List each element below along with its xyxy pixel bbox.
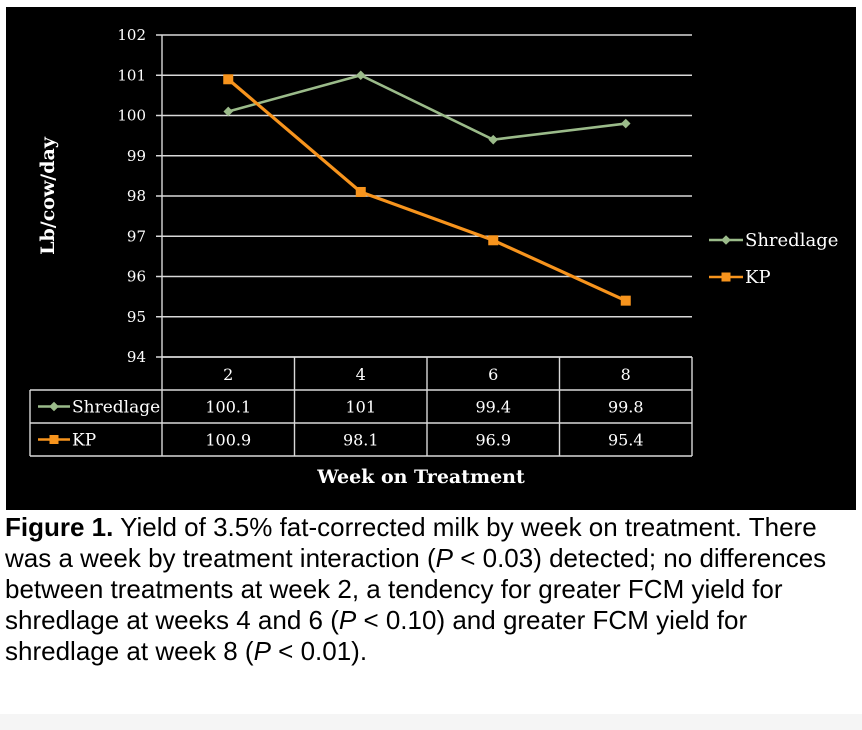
caption-p-1: P — [435, 543, 453, 573]
caption-text-4: < 0.01). — [270, 636, 368, 666]
y-tick-label: 101 — [117, 66, 146, 84]
data-point-shredlage — [620, 118, 631, 129]
caption-p-3: P — [253, 636, 271, 666]
table-cell-value: 100.1 — [205, 398, 251, 417]
y-tick-label: 97 — [127, 227, 146, 245]
caption-text-2: < 0.03) detected; no differences between… — [5, 543, 827, 635]
y-axis-label: Lb/cow/day — [37, 136, 59, 255]
data-point-shredlage — [488, 134, 499, 145]
legend-label: Shredlage — [745, 230, 838, 251]
x-tick-label: 6 — [488, 365, 498, 384]
x-tick-label: 4 — [356, 365, 366, 384]
table-legend-key-marker — [49, 435, 59, 444]
table-cell-value: 99.8 — [608, 398, 644, 417]
data-point-kp — [620, 295, 631, 306]
legend-key-marker — [721, 272, 731, 282]
table-legend-key-marker — [49, 401, 59, 412]
caption-text-1: Yield of 3.5% fat-corrected milk by week… — [5, 512, 817, 573]
y-tick-label: 95 — [127, 308, 146, 326]
data-point-kp — [488, 235, 499, 246]
legend-key-marker — [721, 235, 731, 245]
caption-p-2: P — [338, 605, 357, 635]
data-point-shredlage — [223, 106, 234, 117]
y-tick-label: 100 — [117, 107, 146, 125]
y-tick-label: 94 — [127, 348, 146, 366]
chart-panel: 94 95 96 97 98 99 100 101 102 Lb/cow/day 2 4 6 8 Shred… — [6, 7, 856, 510]
caption-label: Figure 1. — [5, 512, 114, 542]
y-tick-label: 99 — [127, 147, 146, 165]
caption-text-3: < 0.10) and greater FCM yield for shredl… — [5, 605, 748, 666]
table-cell-value: 95.4 — [608, 431, 644, 450]
data-point-shredlage — [355, 70, 366, 81]
x-tick-label: 8 — [621, 365, 631, 384]
figure-caption: Figure 1. Yield of 3.5% fat-corrected mi… — [5, 512, 855, 667]
y-tick-label: 96 — [127, 268, 146, 286]
table-cell-value: 101 — [345, 398, 376, 417]
legend-label: KP — [745, 267, 771, 288]
bottom-strip — [0, 714, 862, 730]
table-cell-value: 99.4 — [475, 398, 511, 417]
data-point-kp — [223, 74, 234, 85]
table-cell-value: 100.9 — [205, 431, 251, 450]
table-series-name: KP — [72, 431, 96, 451]
data-point-kp — [355, 186, 366, 197]
table-series-name: Shredlage — [72, 398, 160, 418]
x-axis-label: Week on Treatment — [316, 466, 525, 488]
series-line-kp — [227, 78, 627, 303]
y-tick-label: 102 — [117, 26, 146, 44]
series-line-shredlage — [227, 73, 626, 141]
table-cell-value: 96.9 — [475, 431, 511, 450]
x-tick-label: 2 — [223, 365, 233, 384]
y-tick-label: 98 — [127, 187, 146, 205]
table-cell-value: 98.1 — [343, 431, 379, 450]
line-chart: 94 95 96 97 98 99 100 101 102 Lb/cow/day 2 4 6 8 Shred… — [29, 26, 838, 488]
